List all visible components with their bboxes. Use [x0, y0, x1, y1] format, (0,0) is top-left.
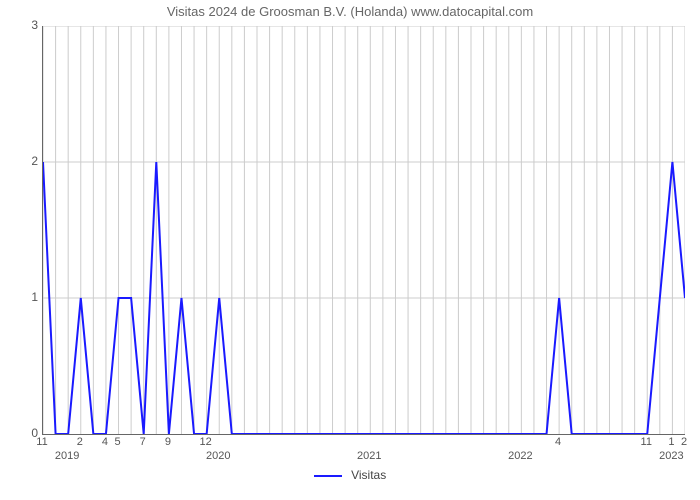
y-tick-label: 0 — [8, 426, 38, 440]
x-tick-label: 12 — [200, 436, 212, 448]
legend: Visitas — [0, 468, 700, 482]
legend-label: Visitas — [351, 468, 386, 482]
x-tick-label: 4 — [102, 436, 108, 448]
x-tick-label: 7 — [140, 436, 146, 448]
legend-line-icon — [314, 475, 342, 477]
x-tick-label: 2 — [77, 436, 83, 448]
chart-title: Visitas 2024 de Groosman B.V. (Holanda) … — [0, 4, 700, 19]
x-tick-label: 5 — [114, 436, 120, 448]
x-tick-label: 11 — [36, 436, 47, 448]
x-year-label: 2023 — [659, 450, 683, 462]
x-year-label: 2019 — [55, 450, 79, 462]
y-tick-label: 2 — [8, 154, 38, 168]
chart-container: Visitas 2024 de Groosman B.V. (Holanda) … — [0, 0, 700, 500]
plot-area — [42, 26, 685, 435]
y-tick-label: 1 — [8, 290, 38, 304]
x-year-label: 2021 — [357, 450, 381, 462]
x-tick-label: 1 — [668, 436, 674, 448]
x-tick-label: 9 — [165, 436, 171, 448]
chart-svg — [43, 26, 685, 434]
x-tick-label: 2 — [681, 436, 687, 448]
x-year-label: 2022 — [508, 450, 532, 462]
y-tick-label: 3 — [8, 18, 38, 32]
x-tick-label: 4 — [555, 436, 561, 448]
x-year-label: 2020 — [206, 450, 230, 462]
x-tick-label: 11 — [641, 436, 652, 448]
